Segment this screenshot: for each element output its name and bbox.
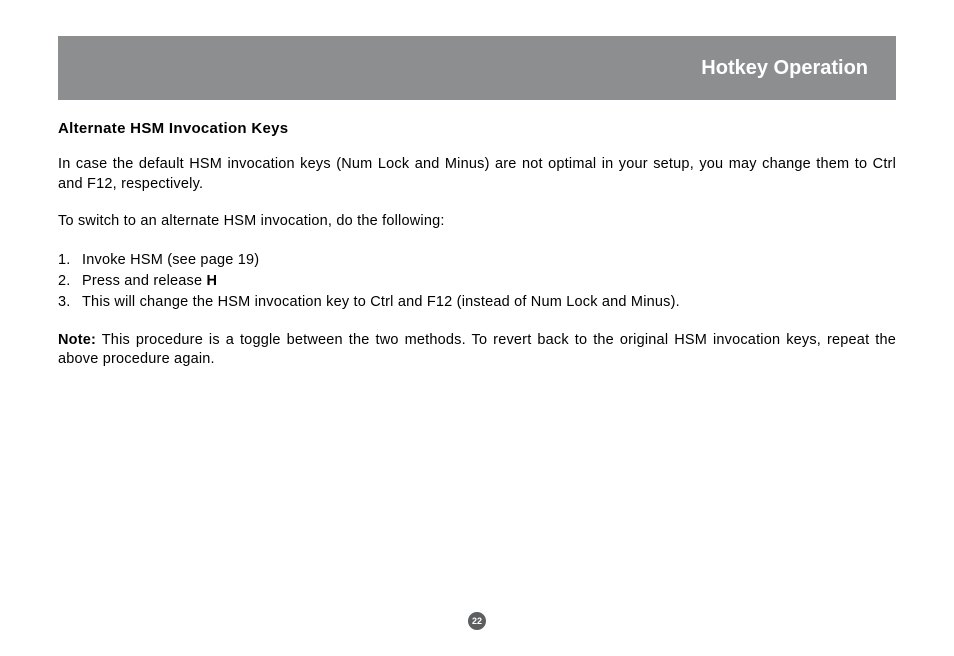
list-text-bold: H	[207, 273, 218, 289]
note-label: Note:	[58, 332, 96, 348]
intro-paragraph: In case the default HSM invocation keys …	[58, 155, 896, 194]
list-number: 2.	[58, 271, 82, 292]
list-item: 3. This will change the HSM invocation k…	[58, 292, 896, 313]
document-page: Hotkey Operation Alternate HSM Invocatio…	[0, 0, 954, 656]
list-text-prefix: Press and release	[82, 273, 207, 289]
steps-list: 1. Invoke HSM (see page 19) 2. Press and…	[58, 250, 896, 313]
page-number: 22	[472, 616, 482, 626]
lead-paragraph: To switch to an alternate HSM invocation…	[58, 212, 896, 232]
header-title: Hotkey Operation	[701, 57, 868, 80]
note-paragraph: Note: This procedure is a toggle between…	[58, 331, 896, 370]
list-text: Press and release H	[82, 271, 217, 292]
list-text: This will change the HSM invocation key …	[82, 292, 680, 313]
list-item: 2. Press and release H	[58, 271, 896, 292]
list-item: 1. Invoke HSM (see page 19)	[58, 250, 896, 271]
list-number: 1.	[58, 250, 82, 271]
header-bar: Hotkey Operation	[58, 36, 896, 100]
note-body: This procedure is a toggle between the t…	[58, 332, 896, 368]
list-number: 3.	[58, 292, 82, 313]
section-title: Alternate HSM Invocation Keys	[58, 120, 896, 137]
page-number-badge: 22	[468, 612, 486, 630]
list-text: Invoke HSM (see page 19)	[82, 250, 259, 271]
